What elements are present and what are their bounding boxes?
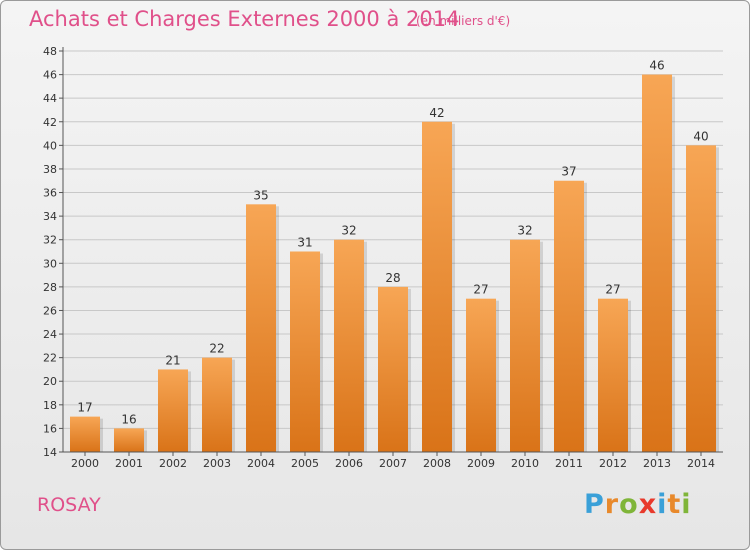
y-tick-label: 18 (43, 399, 57, 412)
value-label: 27 (605, 283, 620, 297)
bar-2004 (246, 204, 276, 452)
value-label: 28 (385, 271, 400, 285)
value-label: 37 (561, 165, 576, 179)
bar-2002 (158, 369, 188, 452)
y-tick-label: 46 (43, 69, 57, 82)
bar-2013 (642, 74, 672, 453)
logo-letter: r (604, 489, 620, 520)
logo-letter: t (667, 489, 682, 520)
chart-title: Achats et Charges Externes 2000 à 2014 (29, 7, 460, 31)
value-label: 40 (693, 129, 708, 143)
y-tick-label: 28 (43, 281, 57, 294)
y-tick-label: 38 (43, 163, 57, 176)
logo-letter: i (657, 489, 668, 520)
y-tick-label: 16 (43, 422, 57, 435)
logo-letter: P (584, 489, 605, 520)
bar-2005 (290, 251, 320, 452)
y-tick-label: 34 (43, 210, 57, 223)
x-tick-label: 2000 (71, 457, 99, 470)
x-tick-label: 2007 (379, 457, 407, 470)
y-tick-label: 40 (43, 139, 57, 152)
bar-2008 (422, 121, 452, 452)
bar-2001 (114, 428, 144, 452)
bar-2003 (202, 357, 232, 452)
y-tick-label: 20 (43, 375, 57, 388)
value-label: 27 (473, 283, 488, 297)
y-tick-label: 14 (43, 446, 57, 459)
y-tick-label: 30 (43, 257, 57, 270)
x-tick-label: 2011 (555, 457, 583, 470)
bar-2010 (510, 239, 540, 452)
y-tick-label: 22 (43, 352, 57, 365)
x-tick-label: 2014 (687, 457, 715, 470)
y-tick-label: 24 (43, 328, 57, 341)
chart-subtitle: (en milliers d'€) (416, 14, 511, 28)
value-label: 46 (649, 59, 664, 73)
logo-letter: x (638, 489, 658, 520)
y-tick-label: 44 (43, 92, 57, 105)
bar-2009 (466, 298, 496, 452)
bar-2011 (554, 180, 584, 452)
value-label: 31 (297, 236, 312, 250)
x-tick-label: 2005 (291, 457, 319, 470)
bar-2012 (598, 298, 628, 452)
x-tick-label: 2009 (467, 457, 495, 470)
labels: 17 16 21 22 35 31 32 28 42 27 32 37 27 46 40 (77, 59, 708, 427)
x-tick-label: 2012 (599, 457, 627, 470)
x-tick-label: 2006 (335, 457, 363, 470)
place-name: ROSAY (37, 494, 101, 516)
x-tick-label: 2008 (423, 457, 451, 470)
axes: 14 16 18 20 22 24 26 28 30 32 34 36 38 40 42 44 46 48 2000… (43, 45, 723, 470)
value-label: 21 (165, 353, 180, 367)
bar-2014 (686, 145, 716, 452)
value-label: 32 (517, 224, 532, 238)
bar-2007 (378, 286, 408, 452)
value-label: 32 (341, 224, 356, 238)
x-tick-label: 2013 (643, 457, 671, 470)
value-label: 17 (77, 401, 92, 415)
x-tick-label: 2004 (247, 457, 275, 470)
y-tick-label: 42 (43, 116, 57, 129)
bar-2006 (334, 239, 364, 452)
y-tick-label: 36 (43, 187, 57, 200)
bar-2000 (70, 416, 100, 452)
x-tick-label: 2010 (511, 457, 539, 470)
value-label: 35 (253, 188, 268, 202)
value-label: 22 (209, 342, 224, 356)
logo-letter: i (681, 489, 692, 520)
x-tick-label: 2002 (159, 457, 187, 470)
value-label: 42 (429, 106, 444, 120)
y-tick-label: 32 (43, 234, 57, 247)
x-tick-label: 2003 (203, 457, 231, 470)
proxiti-logo: Proxiti (584, 489, 692, 520)
logo-letter: o (619, 489, 639, 520)
value-label: 16 (121, 412, 136, 426)
y-tick-label: 48 (43, 45, 57, 58)
x-tick-label: 2001 (115, 457, 143, 470)
bars (70, 74, 719, 453)
y-tick-label: 26 (43, 304, 57, 317)
